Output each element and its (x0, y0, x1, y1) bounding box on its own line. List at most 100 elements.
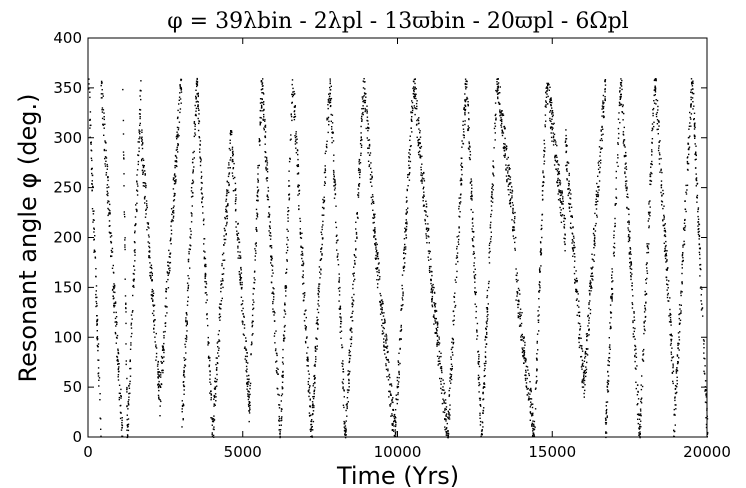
data-point (375, 267, 377, 270)
data-point (661, 171, 663, 174)
data-point (566, 179, 568, 181)
data-point (671, 335, 673, 337)
data-point (400, 326, 402, 328)
data-point (700, 309, 703, 311)
data-point (259, 139, 261, 141)
data-point (532, 414, 534, 416)
data-point (527, 394, 529, 396)
data-point (313, 390, 315, 393)
data-point (558, 191, 560, 193)
data-point (604, 91, 606, 93)
data-point (376, 267, 379, 269)
data-point (262, 92, 264, 94)
data-point (469, 146, 471, 148)
data-point (593, 240, 595, 242)
data-point (288, 210, 290, 212)
data-point (230, 157, 232, 159)
data-point (240, 278, 242, 280)
data-point (491, 201, 494, 203)
data-point (287, 217, 289, 219)
data-point (152, 304, 154, 306)
data-point (460, 201, 462, 203)
data-point (653, 121, 655, 123)
data-point (423, 195, 425, 197)
data-point (690, 91, 692, 93)
data-point (450, 378, 453, 381)
data-point (639, 431, 641, 433)
data-point (313, 393, 315, 395)
data-point (370, 178, 373, 180)
data-point (468, 145, 471, 147)
data-point (249, 393, 251, 396)
data-point (690, 96, 692, 98)
data-point (309, 399, 311, 401)
data-point (464, 123, 466, 126)
data-point (121, 427, 123, 429)
data-point (675, 369, 677, 371)
data-point (252, 307, 255, 309)
data-point (470, 180, 473, 182)
data-point (490, 240, 492, 243)
data-point (628, 213, 630, 216)
data-point (535, 381, 538, 383)
data-point (444, 428, 446, 431)
data-point (278, 417, 281, 420)
data-point (157, 376, 159, 378)
data-point (599, 171, 601, 173)
data-point (197, 101, 199, 103)
data-point (431, 295, 434, 298)
data-point (186, 323, 188, 325)
data-point (301, 232, 303, 234)
data-point (511, 195, 513, 197)
data-point (338, 273, 340, 275)
data-point (375, 257, 378, 259)
data-point (567, 162, 570, 164)
data-point (196, 84, 199, 86)
data-point (588, 289, 590, 292)
data-point (288, 199, 290, 201)
data-point (412, 93, 414, 95)
data-point (273, 311, 275, 313)
data-point (540, 248, 542, 250)
data-point (96, 330, 98, 332)
data-point (448, 395, 450, 397)
data-point (434, 306, 436, 308)
data-point (248, 410, 250, 412)
data-point (602, 100, 604, 102)
data-point (374, 235, 376, 237)
data-point (295, 133, 297, 135)
data-point (539, 287, 541, 289)
data-point (691, 82, 693, 84)
data-point (166, 272, 169, 274)
data-point (389, 405, 391, 407)
data-point (143, 165, 145, 167)
data-point (399, 338, 401, 340)
data-point (594, 225, 597, 227)
data-point (445, 408, 447, 411)
data-point (514, 217, 516, 220)
data-point (158, 384, 160, 386)
data-point (361, 119, 363, 121)
data-point (559, 182, 562, 184)
data-point (509, 168, 511, 170)
data-point (358, 185, 360, 187)
data-point (658, 163, 661, 165)
data-point (538, 306, 540, 308)
data-point (318, 283, 320, 285)
data-point (200, 171, 203, 173)
data-point (258, 138, 260, 140)
data-point (395, 435, 397, 437)
data-point (594, 204, 597, 206)
data-point (175, 180, 177, 183)
data-point (197, 105, 199, 108)
data-point (392, 423, 394, 425)
data-point (129, 360, 131, 363)
data-point (450, 382, 452, 384)
data-point (331, 141, 333, 144)
data-point (232, 175, 234, 177)
data-point (175, 160, 178, 162)
data-point (91, 190, 93, 192)
data-point (126, 388, 128, 390)
data-point (325, 143, 328, 146)
data-point (513, 222, 516, 224)
